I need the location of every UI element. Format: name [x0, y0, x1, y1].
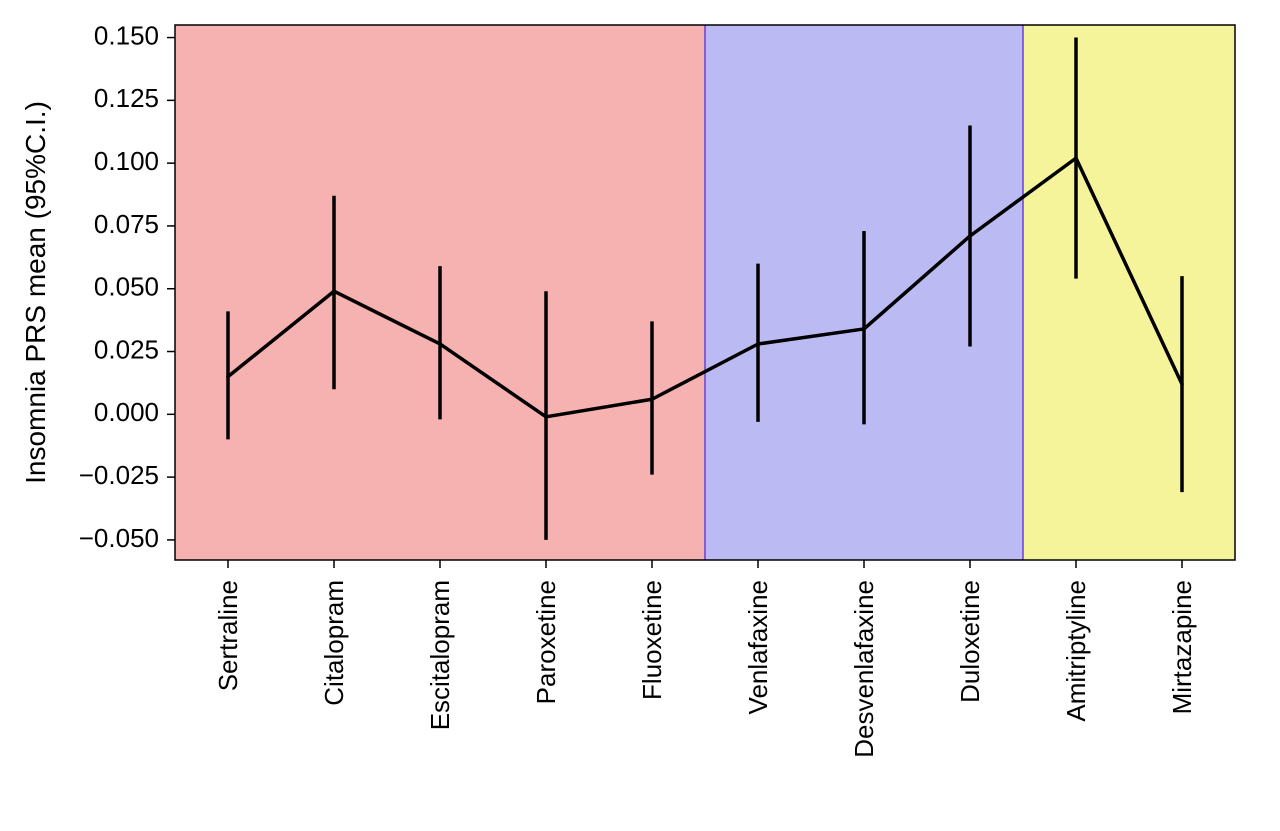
x-tick-label: Mirtazapine	[1167, 580, 1197, 714]
x-tick-label: Venlafaxine	[743, 580, 773, 714]
errorbar-chart: −0.050 −0.025 0.000 0.025 0.050 0.075 0.100 0.1…	[0, 0, 1280, 831]
y-tick-label: −0.050	[79, 523, 159, 553]
x-tick-label: Citalopram	[319, 580, 349, 706]
x-ticks: Sertraline Citalopram Escitalopram Paroxeti…	[213, 560, 1197, 758]
y-axis-label: Insomnia PRS mean (95%C.I.)	[20, 101, 51, 484]
y-tick-label: 0.025	[94, 334, 159, 364]
y-tick-label: −0.025	[79, 460, 159, 490]
chart-container: −0.050 −0.025 0.000 0.025 0.050 0.075 0.100 0.1…	[0, 0, 1280, 831]
y-ticks: −0.050 −0.025 0.000 0.025 0.050 0.075 0.100 0.1…	[79, 20, 175, 552]
x-tick-label: Sertraline	[213, 580, 243, 691]
y-tick-label: 0.075	[94, 209, 159, 239]
x-tick-label: Desvenlafaxine	[849, 580, 879, 758]
y-tick-label: 0.100	[94, 146, 159, 176]
x-tick-label: Duloxetine	[955, 580, 985, 703]
y-tick-label: 0.150	[94, 20, 159, 50]
x-tick-label: Fluoxetine	[637, 580, 667, 700]
y-tick-label: 0.125	[94, 83, 159, 113]
y-tick-label: 0.000	[94, 397, 159, 427]
bg-region-2	[1023, 25, 1235, 560]
x-tick-label: Amitriptyline	[1061, 580, 1091, 722]
x-tick-label: Paroxetine	[531, 580, 561, 704]
y-tick-label: 0.050	[94, 272, 159, 302]
x-tick-label: Escitalopram	[425, 580, 455, 730]
